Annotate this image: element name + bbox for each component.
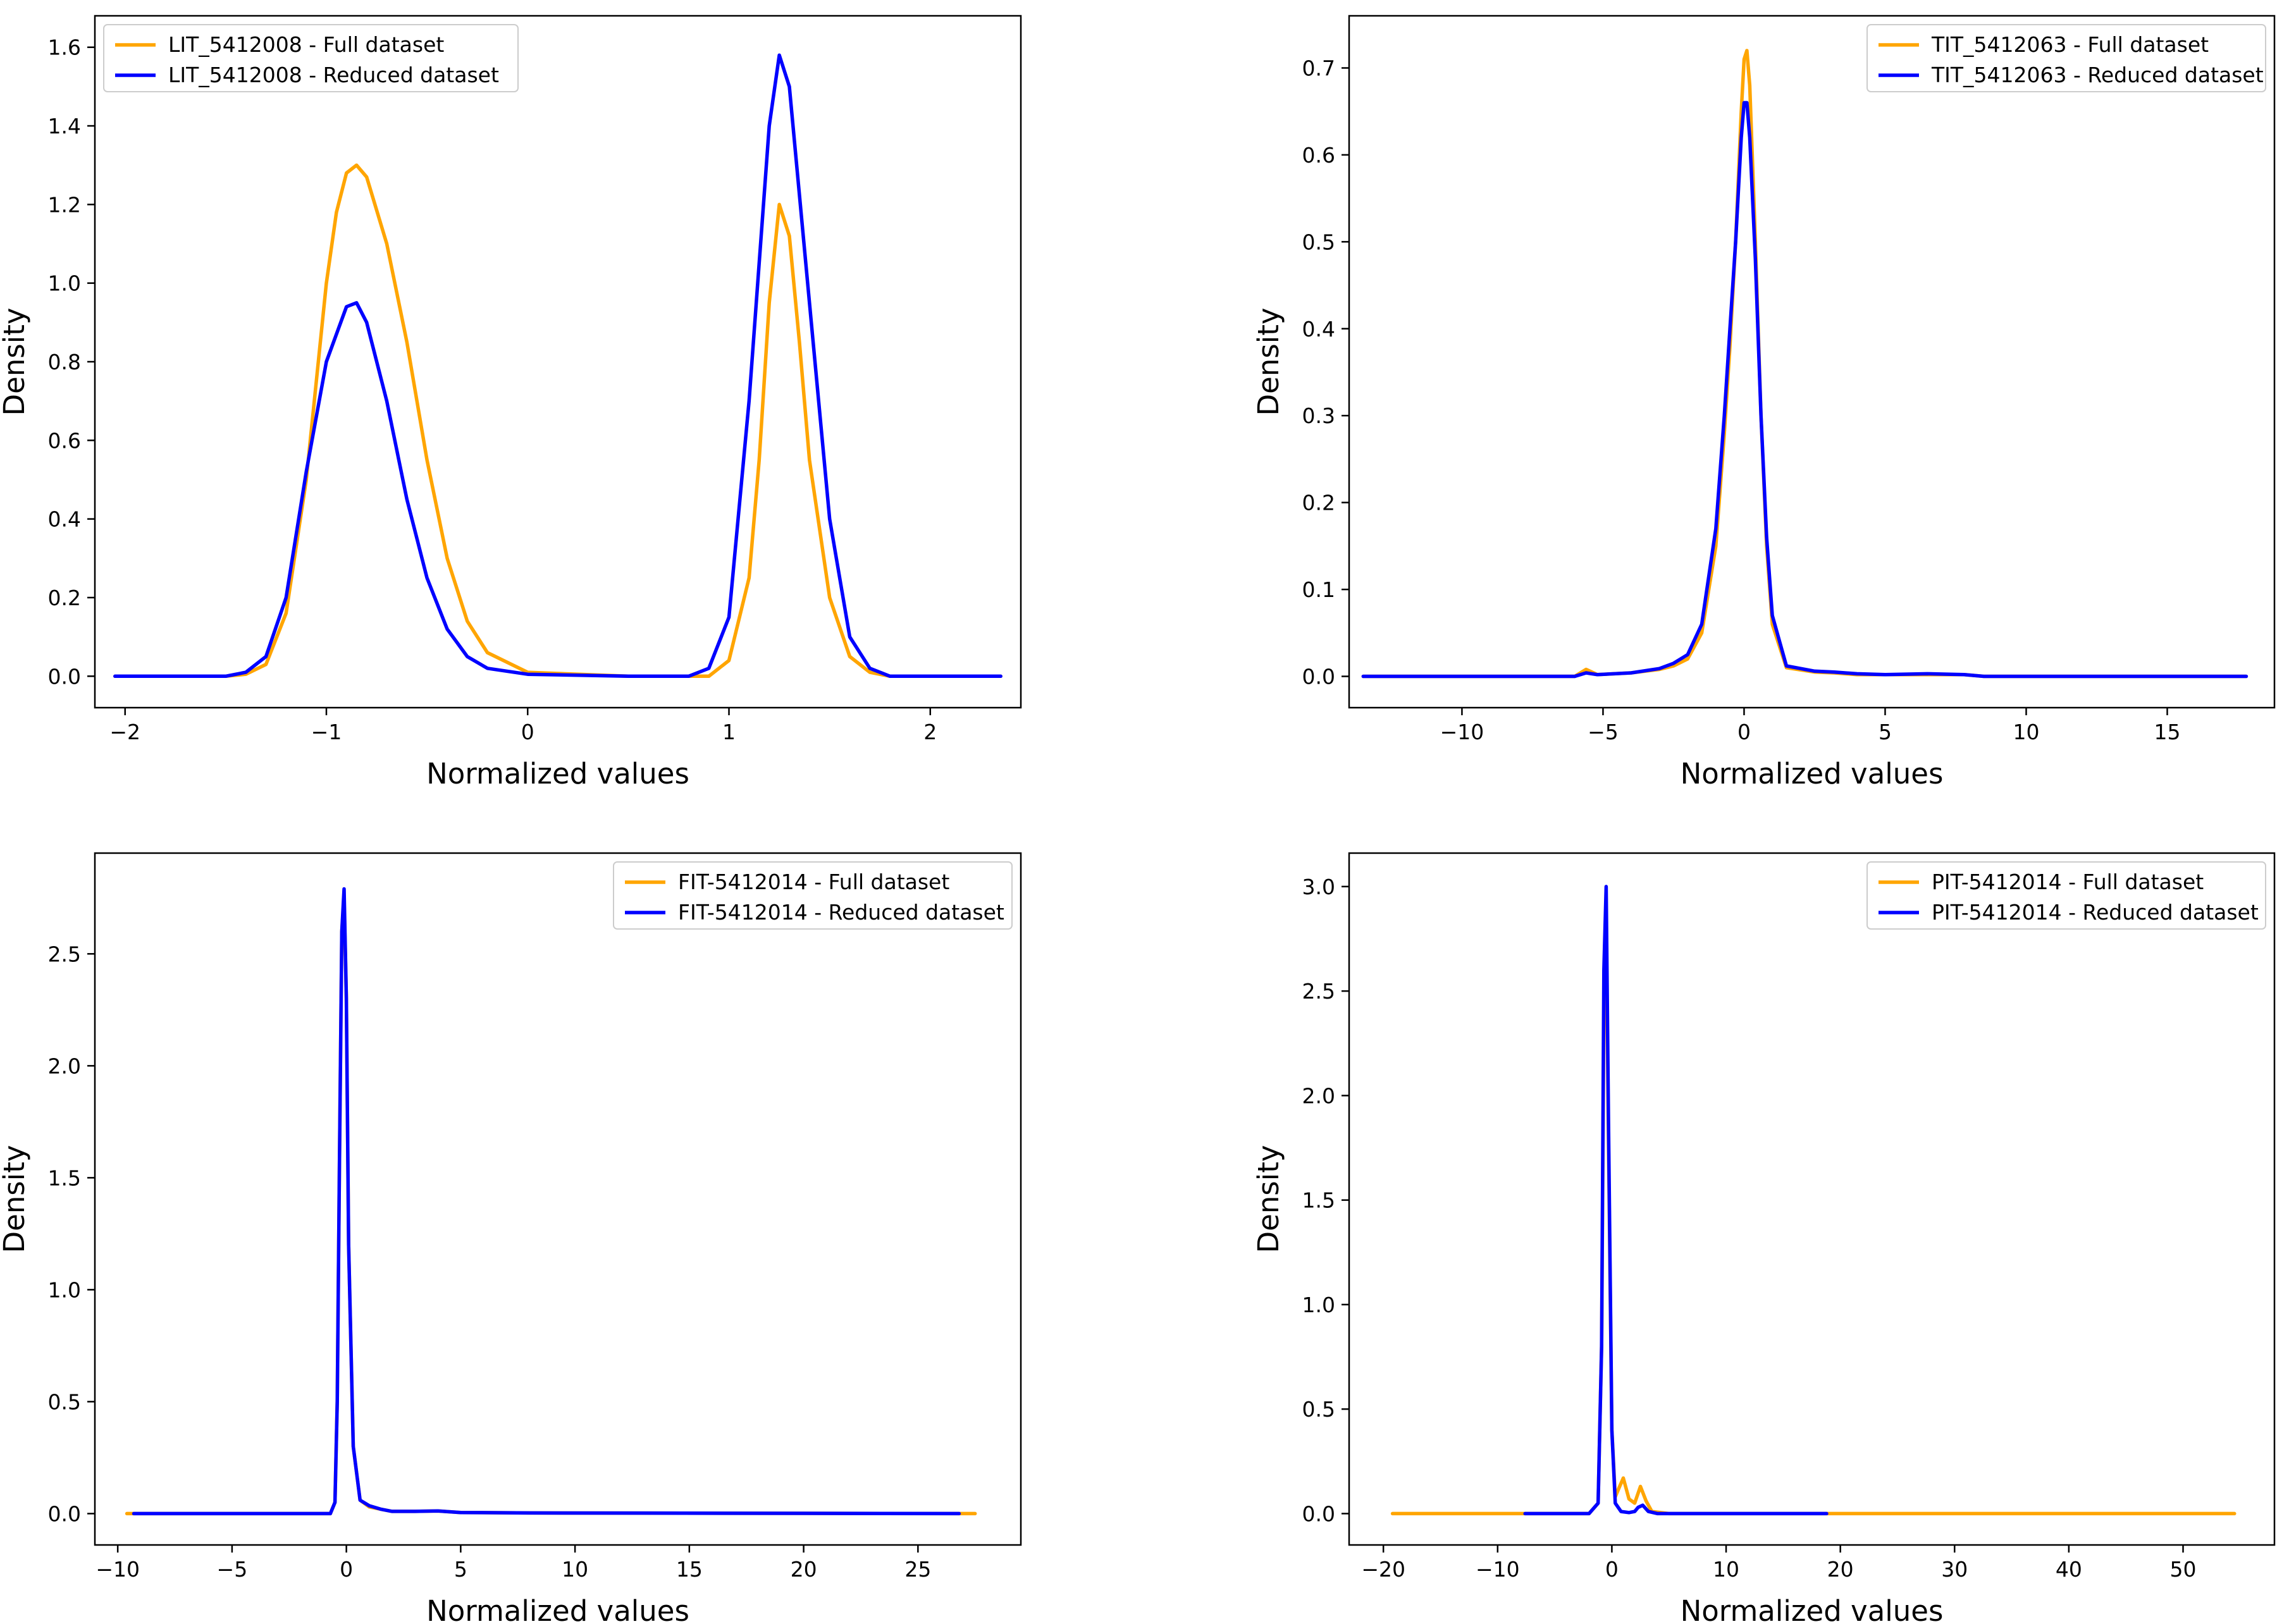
y-tick-label: 1.0 [48,1277,81,1302]
y-tick-label: 0.6 [1302,143,1335,168]
x-tick-label: 5 [1879,720,1892,744]
x-tick-label: −10 [96,1557,140,1582]
legend-label-full: LIT_5412008 - Full dataset [168,32,444,57]
x-axis-label: Normalized values [426,757,689,790]
y-tick-label: 0.2 [48,586,81,610]
y-axis-label: Density [0,307,31,415]
y-tick-label: 1.2 [48,192,81,217]
x-tick-label: 0 [340,1557,353,1582]
legend-label-full: PIT-5412014 - Full dataset [1932,870,2204,894]
legend-label-reduced: FIT-5412014 - Reduced dataset [678,900,1004,925]
legend-box [103,24,519,92]
x-axis-label: Normalized values [426,1594,689,1624]
series-line-reduced [1523,885,1829,1516]
plot-frame [94,852,1022,1546]
y-tick-label: 0.5 [48,1389,81,1414]
series-line-full [1361,49,2249,679]
y-tick-label: 0.0 [1302,665,1335,689]
legend: TIT_5412063 - Full dataset TIT_5412063 - … [1866,24,2266,92]
x-tick-label: 0 [521,720,534,744]
x-tick-label: 20 [791,1557,817,1582]
y-tick-label: 0.0 [48,1501,81,1526]
y-tick-label: 0.5 [1302,1397,1335,1422]
y-tick-label: 2.5 [1302,979,1335,1004]
x-tick-label: 30 [1941,1557,1968,1582]
plot-frame [1348,15,2276,709]
legend-box [1866,24,2266,92]
legend: LIT_5412008 - Full dataset LIT_5412008 - … [103,24,519,92]
x-tick-label: −2 [109,720,140,744]
x-tick-label: 10 [2013,720,2039,744]
x-axis-label: Normalized values [1681,757,1944,790]
plot-frame [94,15,1022,709]
x-tick-label: 50 [2170,1557,2197,1582]
y-tick-label: 0.4 [1302,317,1335,341]
x-tick-label: −1 [311,720,342,744]
series-line-full [125,896,977,1516]
x-tick-label: −5 [217,1557,248,1582]
y-tick-label: 2.5 [48,942,81,966]
y-tick-label: 0.0 [1302,1501,1335,1526]
x-tick-label: 40 [2056,1557,2082,1582]
y-tick-label: 0.4 [48,507,81,532]
x-tick-label: 5 [454,1557,467,1582]
plot-frame [1348,852,2276,1546]
x-tick-label: −5 [1588,720,1619,744]
x-tick-label: −20 [1361,1557,1405,1582]
series-line-reduced [1361,101,2249,679]
y-tick-label: 0.1 [1302,577,1335,602]
chart-panel-bottom-right: −20 −10 0 10 20 30 40 50 0.0 0.5 1.0 1.5 2.0 2.5 3.0 No… [1252,852,2276,1624]
x-tick-label: 15 [2154,720,2181,744]
y-tick-label: 2.0 [48,1054,81,1078]
x-tick-label: 15 [676,1557,703,1582]
legend-label-reduced: LIT_5412008 - Reduced dataset [168,63,499,87]
y-tick-label: 1.6 [48,35,81,60]
x-tick-label: 10 [562,1557,588,1582]
x-tick-label: 25 [904,1557,931,1582]
y-tick-label: 1.5 [48,1166,81,1190]
y-tick-label: 0.0 [48,664,81,689]
x-axis-label: Normalized values [1681,1594,1944,1624]
legend: PIT-5412014 - Full dataset PIT-5412014 - … [1866,861,2266,930]
x-tick-label: 1 [722,720,736,744]
x-tick-label: −10 [1476,1557,1520,1582]
y-tick-label: 3.0 [1302,875,1335,899]
legend: FIT-5412014 - Full dataset FIT-5412014 - … [613,861,1013,930]
x-tick-label: 10 [1713,1557,1739,1582]
y-axis-label: Density [0,1145,31,1253]
x-tick-label: 0 [1737,720,1751,744]
x-tick-label: −10 [1440,720,1484,744]
legend-box [1866,861,2266,930]
legend-label-reduced: PIT-5412014 - Reduced dataset [1932,900,2259,925]
y-tick-label: 0.6 [48,428,81,453]
series-line-full [113,163,1003,679]
legend-label-reduced: TIT_5412063 - Reduced dataset [1931,63,2264,87]
legend-box [613,861,1013,930]
x-tick-label: 20 [1827,1557,1854,1582]
y-tick-label: 2.0 [1302,1083,1335,1108]
chart-panel-bottom-left: −10 −5 0 5 10 15 20 25 0.0 0.5 1.0 1.5 2.0 2.5 Normali… [0,852,1022,1624]
y-tick-label: 0.8 [48,350,81,374]
legend-label-full: FIT-5412014 - Full dataset [678,870,949,894]
y-tick-label: 0.3 [1302,403,1335,428]
y-axis-label: Density [1252,1145,1285,1253]
y-tick-label: 0.2 [1302,491,1335,515]
y-tick-label: 1.0 [1302,1293,1335,1317]
chart-panel-top-right: −10 −5 0 5 10 15 0.0 0.1 0.2 0.3 0.4 0.5 0.6 0.7 Norma… [1252,15,2276,790]
y-tick-label: 1.0 [48,271,81,296]
series-line-full [1390,916,2237,1516]
y-tick-label: 0.7 [1302,56,1335,80]
y-tick-label: 1.5 [1302,1188,1335,1213]
x-tick-label: 0 [1605,1557,1619,1582]
x-tick-label: 2 [923,720,937,744]
y-axis-label: Density [1252,307,1285,415]
series-line-reduced [132,887,961,1516]
y-tick-label: 1.4 [48,114,81,138]
chart-panel-top-left: −2 −1 0 1 2 0.0 0.2 0.4 0.6 0.8 1.0 1.2 1.4 1.6 Normal… [0,15,1022,790]
y-tick-label: 0.5 [1302,230,1335,254]
series-line-reduced [113,53,1003,679]
legend-label-full: TIT_5412063 - Full dataset [1931,32,2209,57]
